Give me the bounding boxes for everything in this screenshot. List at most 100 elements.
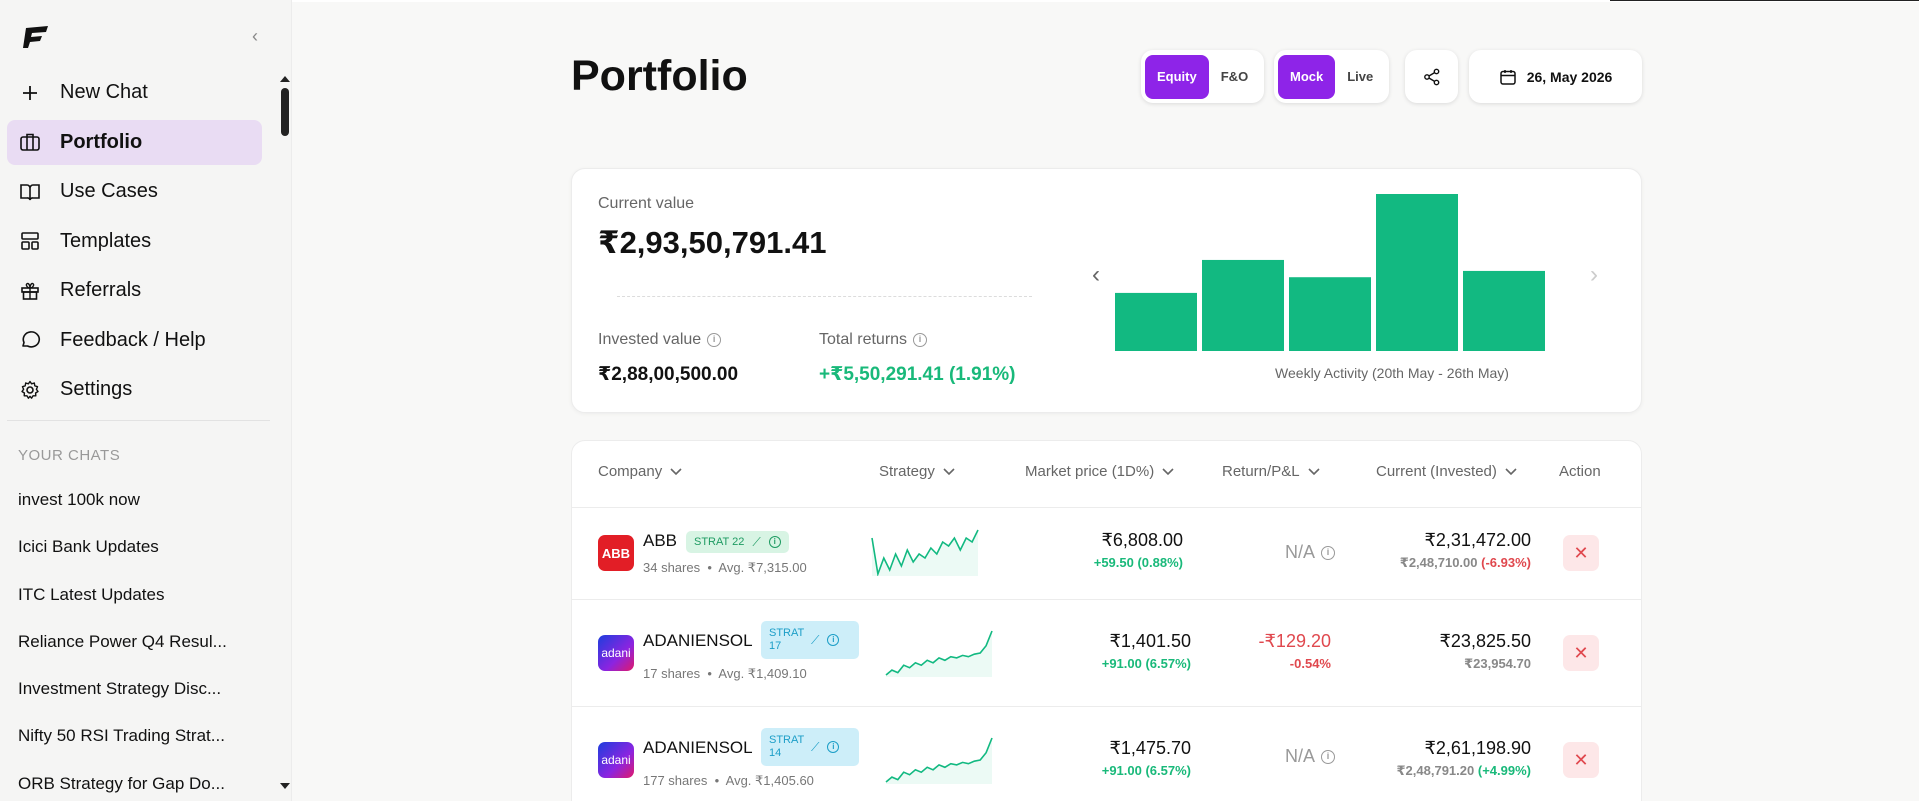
column-label: Market price (1D%) <box>1025 463 1155 480</box>
company-logo: ABB <box>598 535 634 571</box>
delete-button[interactable]: ✕ <box>1563 742 1599 778</box>
info-icon[interactable]: i <box>707 333 722 347</box>
chevron-down-icon <box>1505 467 1517 475</box>
current-cell: ₹2,31,472.00 ₹2,48,710.00 (-6.93%) <box>1331 530 1531 571</box>
company-ticker[interactable]: ADANIENSOL <box>643 738 753 757</box>
chevron-down-icon <box>670 467 682 475</box>
chat-item[interactable]: Reliance Power Q4 Resul... <box>18 631 227 651</box>
company-ticker[interactable]: ADANIENSOL <box>643 631 753 650</box>
return-value: -₹129.20 <box>1258 631 1331 651</box>
sidebar-item-settings[interactable]: Settings <box>7 367 262 412</box>
chat-item[interactable]: Icici Bank Updates <box>18 537 159 557</box>
price-change: +91.00 (6.57%) <box>1101 656 1191 671</box>
holdings-table: Company Strategy Market price (1D%) Retu… <box>571 440 1642 801</box>
chat-item[interactable]: Nifty 50 RSI Trading Strat... <box>18 726 225 746</box>
company-ticker[interactable]: ABB <box>643 531 678 550</box>
chart-bar[interactable] <box>1115 292 1197 351</box>
tab-live[interactable]: Live <box>1347 69 1374 84</box>
chart-bar[interactable] <box>1202 259 1284 351</box>
column-header-current[interactable]: Current (Invested) <box>1376 463 1517 480</box>
date-picker-button[interactable]: 26, May 2026 <box>1469 50 1642 103</box>
share-count: 17 shares <box>643 666 701 681</box>
strategy-badge[interactable]: STRAT 17 ⟋ i <box>761 621 859 659</box>
app-logo[interactable] <box>22 24 50 50</box>
sidebar-item-portfolio[interactable]: Portfolio <box>7 119 262 165</box>
sidebar-item-use-cases[interactable]: Use Cases <box>7 169 262 214</box>
scroll-down-arrow[interactable] <box>280 783 290 789</box>
table-row[interactable]: adani ADANIENSOL STRAT 17 ⟋ i 17 shares … <box>572 601 1641 707</box>
chart-bar[interactable] <box>1376 194 1458 351</box>
sidebar-nav: New Chat Portfolio Use Cases Templates R… <box>7 70 262 417</box>
briefcase-icon <box>19 131 41 153</box>
sidebar-item-new-chat[interactable]: New Chat <box>7 70 262 115</box>
strategy-badge[interactable]: STRAT 22 ⟋ i <box>686 531 789 553</box>
chart-bar[interactable] <box>1463 270 1545 351</box>
sparkline-chart <box>885 737 993 784</box>
delete-button[interactable]: ✕ <box>1563 635 1599 671</box>
invested-value: ₹2,48,710.00 <box>1399 555 1478 570</box>
strategy-badge[interactable]: STRAT 14 ⟋ i <box>761 728 859 766</box>
sidebar-item-feedback-help[interactable]: Feedback / Help <box>7 318 262 363</box>
column-header-strategy[interactable]: Strategy <box>879 463 955 480</box>
table-row[interactable]: adani ADANIENSOL STRAT 14 ⟋ i 177 shares… <box>572 708 1641 801</box>
invested-line: ₹2,48,710.00 (-6.93%) <box>1331 555 1531 571</box>
chat-item[interactable]: ITC Latest Updates <box>18 584 165 604</box>
sidebar-item-templates[interactable]: Templates <box>7 219 262 264</box>
column-header-return[interactable]: Return/P&L <box>1222 463 1320 480</box>
current-value: ₹2,61,198.90 <box>1424 738 1531 758</box>
sidebar-item-referrals[interactable]: Referrals <box>7 268 262 313</box>
close-icon: ✕ <box>1573 542 1589 563</box>
page-title: Portfolio <box>571 52 748 100</box>
info-icon[interactable]: i <box>913 333 928 347</box>
chart-line-icon: ⟋ <box>752 534 761 549</box>
return-cell: N/A i <box>1195 746 1335 767</box>
chat-item[interactable]: ORB Strategy for Gap Do... <box>18 773 225 793</box>
delete-button[interactable]: ✕ <box>1563 535 1599 571</box>
divider-dashed <box>617 296 1032 297</box>
sparkline-line <box>885 630 993 676</box>
current-cell: ₹23,825.50 ₹23,954.70 <box>1331 631 1531 672</box>
invested-line: ₹23,954.70 <box>1331 656 1531 672</box>
invested-line: ₹2,48,791.20 (+4.99%) <box>1331 763 1531 779</box>
chat-item[interactable]: invest 100k now <box>18 490 140 509</box>
calendar-icon <box>1499 69 1516 85</box>
share-count: 34 shares <box>643 560 701 575</box>
chevron-down-icon <box>1307 467 1320 475</box>
chart-prev-arrow-icon[interactable]: ‹ <box>1092 261 1100 288</box>
chevron-down-icon <box>943 467 955 475</box>
sparkline-chart <box>871 529 979 576</box>
invested-change: (-6.93%) <box>1481 555 1531 570</box>
chart-next-arrow-icon[interactable]: › <box>1590 261 1598 288</box>
separator-dot: • <box>703 560 716 575</box>
price-change: +91.00 (6.57%) <box>1101 763 1191 778</box>
share-button[interactable] <box>1405 50 1458 103</box>
info-icon[interactable]: i <box>1321 749 1335 764</box>
scrollbar-thumb[interactable] <box>281 88 289 136</box>
chart-bar[interactable] <box>1289 277 1371 351</box>
company-logo: adani <box>598 635 634 671</box>
market-price: ₹1,475.70 <box>1109 738 1191 758</box>
info-icon[interactable]: i <box>1321 545 1335 560</box>
top-edge <box>0 0 1919 2</box>
column-header-company[interactable]: Company <box>598 463 682 480</box>
return-value: N/A <box>1284 542 1315 562</box>
tab-mock[interactable]: Mock <box>1278 54 1336 99</box>
portfolio-summary-card: Current value ₹2,93,50,791.41 Invested v… <box>571 168 1642 413</box>
table-row[interactable]: ABB ABB STRAT 22 ⟋ i 34 shares • Avg. ₹7… <box>572 508 1641 600</box>
scroll-up-arrow[interactable] <box>280 76 290 82</box>
sidebar-item-label: Use Cases <box>60 180 158 202</box>
separator-dot: • <box>710 773 723 788</box>
sparkline-line <box>885 737 993 783</box>
chevron-left-icon[interactable]: ‹ <box>252 26 258 46</box>
total-returns-label: Total returns <box>819 331 908 348</box>
tab-fo[interactable]: F&O <box>1220 69 1249 84</box>
shares-info: 177 shares • Avg. ₹1,405.60 <box>643 773 814 789</box>
price-change: +59.50 (0.88%) <box>1093 555 1183 570</box>
tab-equity[interactable]: Equity <box>1145 54 1209 99</box>
sidebar-divider <box>7 420 270 421</box>
sparkline-line <box>871 529 979 576</box>
chat-item[interactable]: Investment Strategy Disc... <box>18 679 222 699</box>
column-header-market-price[interactable]: Market price (1D%) <box>1025 463 1174 480</box>
current-value: ₹2,93,50,791.41 <box>598 225 827 260</box>
current-value: ₹23,825.50 <box>1439 631 1531 651</box>
